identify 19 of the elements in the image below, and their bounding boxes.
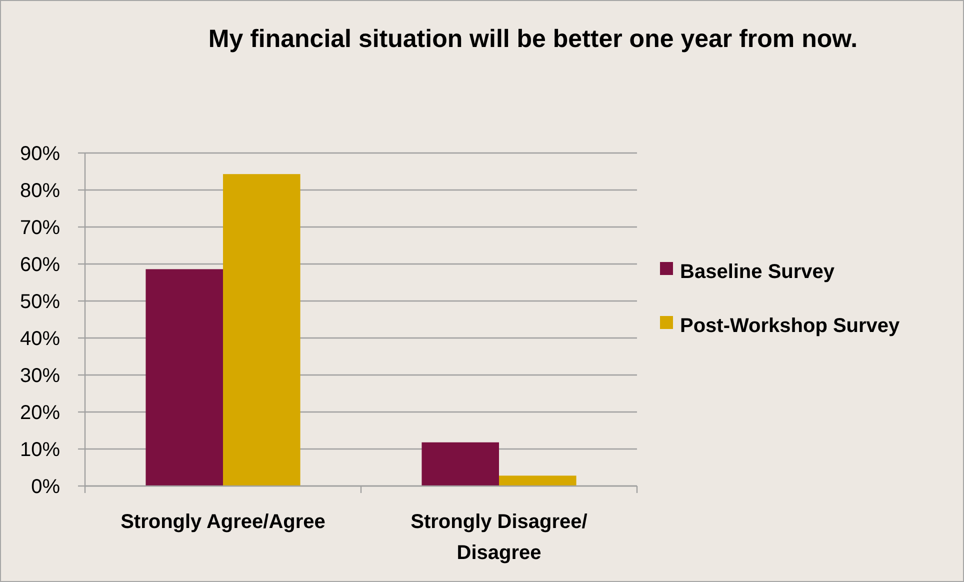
y-tick-label: 60%	[20, 254, 60, 276]
bar	[422, 442, 499, 486]
x-tick-label: Strongly Disagree/ Disagree	[410, 511, 588, 564]
y-tick-label: 40%	[20, 328, 60, 350]
bar	[223, 174, 300, 486]
y-tick-label: 10%	[20, 439, 60, 461]
y-tick-label: 0%	[31, 476, 60, 498]
legend-label: Post-Workshop Survey	[680, 315, 901, 337]
legend-label: Baseline Survey	[680, 261, 836, 283]
y-tick-label: 70%	[20, 217, 60, 239]
y-tick-label: 20%	[20, 402, 60, 424]
y-tick-label: 80%	[20, 180, 60, 202]
chart-title: My financial situation will be better one year from now.	[208, 25, 858, 53]
y-tick-label: 90%	[20, 143, 60, 165]
x-tick-label: Strongly Agree/Agree	[120, 511, 326, 533]
y-tick-label: 30%	[20, 365, 60, 387]
bar	[499, 476, 576, 486]
y-tick-label: 50%	[20, 291, 60, 313]
bar	[146, 269, 223, 486]
